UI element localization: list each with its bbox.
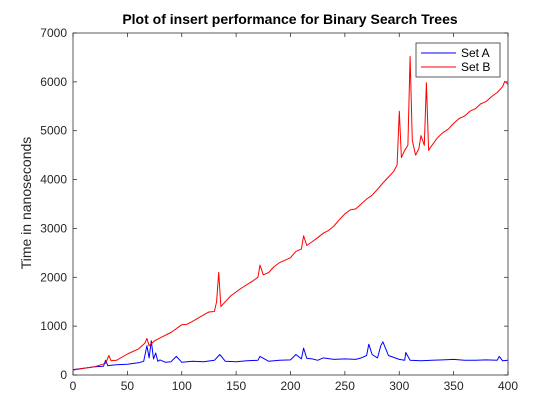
y-tick-label: 7000: [40, 26, 67, 40]
series-line-set-a: [72, 340, 509, 371]
y-axis-label: Time in nanoseconds: [18, 137, 34, 270]
plot-area-frame: [72, 32, 509, 376]
series-lines: [72, 56, 509, 371]
legend-box: [415, 42, 501, 78]
y-tick-label: 5000: [40, 124, 67, 138]
y-tick-label: 6000: [40, 75, 67, 89]
x-tick-label: 400: [498, 379, 518, 393]
x-tick-label: 350: [444, 379, 464, 393]
x-tick-label: 0: [70, 379, 77, 393]
legend-label: Set A: [461, 46, 490, 60]
axis-ticks: 0 50 100 150 200 250 300 350 4000100020003000400…: [40, 26, 518, 393]
y-tick-label: 0: [60, 368, 67, 382]
y-tick-label: 2000: [40, 270, 67, 284]
series-line-set-b: [72, 56, 509, 371]
x-tick-label: 300: [389, 379, 409, 393]
y-tick-label: 3000: [40, 221, 67, 235]
chart-title: Plot of insert performance for Binary Se…: [122, 11, 458, 27]
x-tick-label: 50: [121, 379, 135, 393]
x-tick-label: 150: [226, 379, 246, 393]
x-tick-label: 100: [172, 379, 192, 393]
x-tick-label: 200: [280, 379, 300, 393]
legend-label: Set B: [461, 60, 490, 74]
y-tick-label: 1000: [40, 319, 67, 333]
x-tick-label: 250: [335, 379, 355, 393]
y-tick-label: 4000: [40, 173, 67, 187]
